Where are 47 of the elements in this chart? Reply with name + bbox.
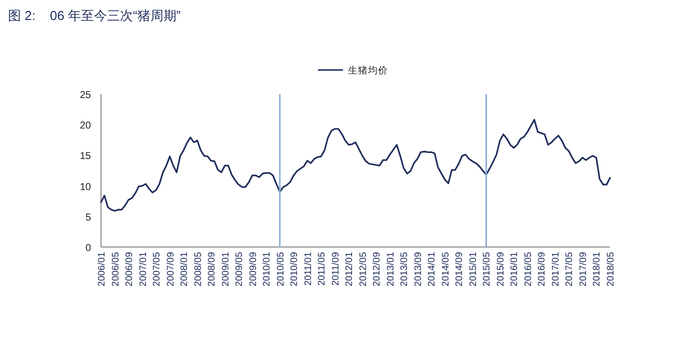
x-tick-label: 2014/09 [454, 252, 466, 286]
x-tick-label: 2009/09 [248, 252, 259, 286]
x-tick-label: 2011/05 [316, 252, 328, 286]
y-tick-label: 20 [80, 120, 92, 132]
x-tick-label: 2007/01 [138, 252, 149, 286]
x-tick-label: 2013/05 [399, 252, 410, 286]
y-tick-label: 5 [85, 212, 92, 224]
x-tick-label: 2011/01 [302, 252, 314, 286]
x-tick-label: 2008/01 [179, 252, 190, 286]
x-tick-label: 2016/05 [522, 252, 534, 286]
x-tick-label: 2007/05 [152, 252, 163, 286]
x-tick-label: 2010/09 [289, 252, 300, 286]
x-tick-label: 2012/01 [344, 252, 356, 286]
x-tick-label: 2017/01 [550, 252, 562, 286]
x-tick-label: 2013/09 [412, 252, 424, 286]
x-tick-label: 2006/05 [110, 252, 122, 286]
x-tick-label: 2013/01 [385, 252, 396, 286]
x-tick-label: 2017/09 [578, 252, 589, 286]
x-tick-label: 2008/09 [206, 252, 218, 286]
x-tick-label: 2018/05 [606, 252, 616, 286]
x-tick-label: 2014/01 [426, 252, 438, 286]
chart-title: 图 2: 06 年至今三次“猪周期” [8, 8, 181, 23]
x-tick-label: 2018/01 [592, 252, 603, 286]
x-tick-label: 2014/05 [440, 252, 452, 286]
x-tick-label: 2006/09 [124, 252, 136, 286]
y-tick-label: 25 [80, 90, 92, 101]
x-tick-label: 2007/09 [165, 252, 176, 286]
x-tick-label: 2009/01 [220, 252, 232, 286]
x-tick-label: 2016/09 [536, 252, 548, 286]
y-tick-label: 10 [80, 182, 92, 193]
x-tick-label: 2015/05 [482, 252, 493, 286]
legend-label: 生猪均价 [348, 64, 388, 76]
x-tick-label: 2015/09 [495, 252, 506, 286]
x-tick-label: 2008/05 [192, 252, 204, 286]
x-tick-label: 2010/01 [262, 252, 273, 286]
x-tick-label: 2012/09 [372, 252, 383, 286]
x-tick-label: 2011/09 [330, 252, 342, 286]
x-tick-label: 2006/01 [96, 252, 108, 286]
y-tick-label: 0 [85, 243, 92, 254]
x-tick-label: 2017/05 [564, 252, 576, 286]
x-tick-label: 2015/01 [468, 252, 479, 286]
x-tick-label: 2012/05 [358, 252, 369, 286]
y-tick-label: 15 [80, 151, 92, 162]
x-tick-label: 2009/05 [234, 252, 246, 286]
x-tick-label: 2010/05 [275, 252, 286, 286]
x-tick-label: 2016/01 [509, 252, 520, 286]
line-series [100, 118, 611, 212]
